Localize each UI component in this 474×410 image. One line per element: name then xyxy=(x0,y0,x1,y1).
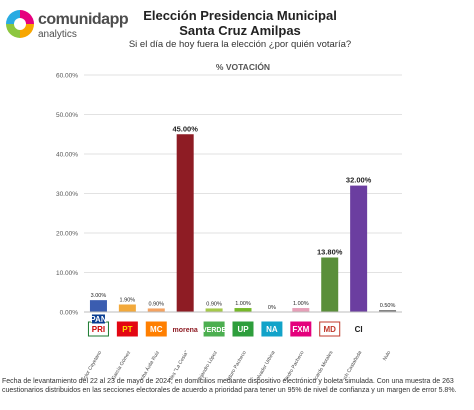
x-tick-label: Pedro Pacheco xyxy=(283,350,305,380)
party-logo-box xyxy=(116,321,138,337)
x-tick-label: Ricardo Morales xyxy=(311,350,335,380)
party-logo-icon: morena xyxy=(173,321,198,337)
y-tick-label: 10.00% xyxy=(56,270,78,277)
party-logo-box xyxy=(290,321,312,337)
y-tick-label: 60.00% xyxy=(56,73,78,80)
bar-value-label: 0.50% xyxy=(380,303,396,309)
party-logo-box xyxy=(91,314,105,324)
party-logo-icon: PAN xyxy=(90,314,107,324)
survey-question: Si el día de hoy fuera la elección ¿por … xyxy=(128,39,352,50)
y-tick-label: 40.00% xyxy=(56,152,78,159)
bar xyxy=(147,308,165,312)
bar-value-label: 32.00% xyxy=(346,176,372,185)
bar xyxy=(379,310,397,312)
bar xyxy=(321,257,339,312)
page-subtitle: Santa Cruz Amilpas xyxy=(179,23,301,38)
y-tick-label: 0.00% xyxy=(60,310,79,317)
brand-logo: comunidapp analytics xyxy=(4,8,129,44)
bar-value-label: 1.00% xyxy=(235,301,251,307)
bar-value-label: 1.00% xyxy=(293,301,309,307)
party-logo-text: MD xyxy=(324,325,337,334)
party-logo-text: PRI xyxy=(92,325,105,334)
bar-value-label: 45.00% xyxy=(172,124,198,133)
bar-value-label: 1.90% xyxy=(120,297,136,303)
x-tick-label: Arturo Pacheco xyxy=(225,350,248,380)
bar-value-label: 0% xyxy=(268,305,276,311)
logo-ring-icon xyxy=(6,10,34,38)
party-logo-box xyxy=(145,321,167,337)
bar xyxy=(205,308,223,312)
party-logo-text: CI xyxy=(355,325,363,334)
x-tick-label: Alejandro López xyxy=(196,350,220,380)
party-logo-text: VERDE xyxy=(202,327,226,334)
x-tick-label: Paola Morales "La Cesia" xyxy=(156,350,190,380)
brand-name: comunidapp xyxy=(38,11,129,28)
chart-title: % VOTACIÓN xyxy=(216,61,270,72)
y-tick-label: 50.00% xyxy=(56,112,78,119)
methodology-footnote: Fecha de levantamiento del 22 al 23 de m… xyxy=(2,378,457,394)
header: Elección Presidencia Municipal Santa Cru… xyxy=(120,8,360,51)
party-logo-icon: VERDE xyxy=(202,321,226,337)
party-logo-box xyxy=(319,321,341,337)
bar xyxy=(118,304,136,312)
party-logo-text: PAN xyxy=(90,315,107,324)
y-tick-label: 20.00% xyxy=(56,231,78,238)
bar xyxy=(292,308,310,312)
party-logo-icon: MC xyxy=(145,321,167,337)
bar-value-label: 0.90% xyxy=(148,301,164,307)
bar-value-label: 3.00% xyxy=(91,293,107,299)
party-logo-icon: CI xyxy=(348,321,370,337)
page-title: Elección Presidencia Municipal xyxy=(143,8,337,23)
x-tick-label: Cristián Salvador Urbina xyxy=(244,350,276,380)
x-tick-label: Nulo xyxy=(382,350,392,362)
party-logo-icon: PRI xyxy=(87,321,109,337)
x-tick-label: Columba Ávila Ruiz xyxy=(133,349,161,380)
x-tick-label: Víctor Cayetano xyxy=(80,350,103,380)
party-logo-box xyxy=(232,321,254,337)
party-logo-text: PT xyxy=(122,325,132,334)
y-tick-label: 30.00% xyxy=(56,191,78,198)
party-logo-box xyxy=(261,321,283,337)
x-tick-label: Reynalda García Gómez xyxy=(99,350,132,380)
bar-value-label: 13.80% xyxy=(317,247,343,256)
party-logo-icon: UP xyxy=(232,321,254,337)
bar xyxy=(89,300,107,312)
bar-value-label: 0.90% xyxy=(206,301,222,307)
bar xyxy=(234,308,252,312)
bar-chart: % VOTACIÓN 0.00% 10.00% 20.00% 30.00% 40.00% 5… xyxy=(56,61,402,380)
party-logo-text: morena xyxy=(173,327,198,334)
bar xyxy=(350,185,368,312)
party-logo-text: UP xyxy=(237,325,249,334)
party-logo-box xyxy=(203,321,225,337)
party-logo-icon: PT xyxy=(116,321,138,337)
party-logo-text: NA xyxy=(266,325,278,334)
party-logo-box xyxy=(348,321,370,337)
party-logo-icon: FXM xyxy=(290,321,312,337)
bar xyxy=(176,134,194,312)
party-logo-text: FXM xyxy=(292,325,309,334)
party-logo-icon: NA xyxy=(261,321,283,337)
brand-tagline: analytics xyxy=(38,29,77,40)
party-logo-icon: MD xyxy=(319,321,341,337)
party-logo-box xyxy=(174,321,196,337)
party-logo-text: MC xyxy=(150,325,163,334)
